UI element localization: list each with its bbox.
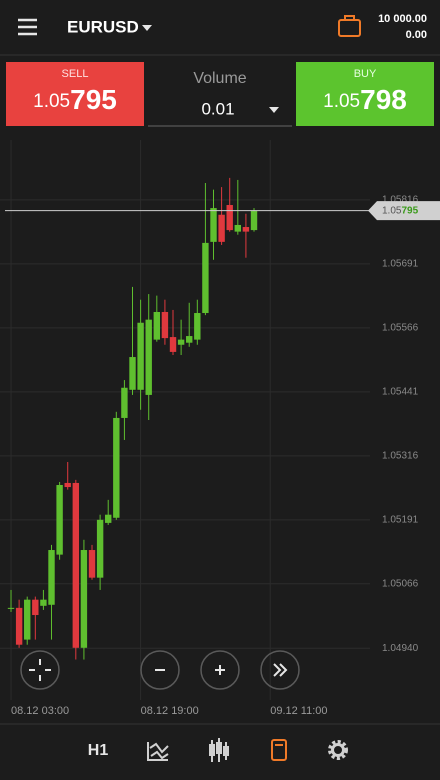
- y-tick-label: 1.05691: [382, 259, 419, 270]
- zoom-out-button[interactable]: [140, 650, 180, 690]
- chart-type-button[interactable]: [209, 738, 229, 762]
- y-tick-label: 1.04940: [382, 643, 419, 654]
- margin: 0.00: [406, 29, 427, 41]
- candle-body: [137, 322, 144, 390]
- timeframe-button[interactable]: H1: [88, 742, 109, 759]
- buy-button[interactable]: [296, 62, 434, 126]
- sell-label: SELL: [62, 68, 89, 80]
- sell-button[interactable]: [6, 62, 144, 126]
- orders-button[interactable]: [271, 739, 287, 761]
- candle-body: [145, 319, 152, 395]
- last-price-tag: [368, 201, 440, 221]
- indicators-icon: [147, 742, 169, 761]
- buy-price-pips: 798: [360, 84, 407, 115]
- candle-body: [194, 313, 201, 340]
- last-price-label: 1.05795: [382, 205, 419, 216]
- candles-icon-body: [216, 742, 222, 754]
- portfolio-icon[interactable]: [338, 15, 361, 37]
- candle-body: [161, 311, 169, 339]
- x-tick-label: 08.12 19:00: [141, 705, 199, 717]
- chevrons-icon: [273, 663, 288, 677]
- sell-price-pips: 795: [70, 84, 117, 115]
- candle-body: [242, 227, 250, 232]
- symbol[interactable]: EURUSD: [67, 17, 139, 36]
- candle-body: [153, 311, 161, 340]
- plus-icon: [215, 665, 225, 675]
- orders-icon: [271, 739, 287, 761]
- y-tick-label: 1.05441: [382, 386, 419, 397]
- candle-body: [129, 357, 136, 390]
- symbol-dropdown[interactable]: [142, 25, 152, 31]
- sell-price: 1.05795: [33, 84, 117, 115]
- y-tick-label: 1.05566: [382, 323, 419, 334]
- candle-body: [121, 387, 128, 418]
- candle-body: [72, 482, 80, 648]
- balance: 10 000.00: [378, 13, 427, 25]
- buy-price: 1.05798: [323, 84, 407, 115]
- buy-label: BUY: [354, 68, 377, 80]
- candles-icon-body: [223, 746, 229, 756]
- candle-body: [169, 337, 177, 352]
- candle-body: [7, 607, 15, 609]
- volume-dropdown[interactable]: [269, 107, 279, 113]
- volume-label: Volume: [193, 70, 246, 87]
- volume-value[interactable]: 0.01: [201, 99, 234, 118]
- gear-teeth: [328, 740, 348, 760]
- candle-body: [250, 210, 258, 231]
- candle-body: [24, 599, 31, 640]
- briefcase-handle: [344, 15, 355, 20]
- gear-ring: [331, 743, 345, 757]
- candle-body: [202, 242, 209, 314]
- candle-body: [226, 205, 233, 231]
- candle-body: [40, 599, 47, 606]
- candle-body: [218, 214, 225, 242]
- candle-body: [64, 482, 71, 488]
- settings-button[interactable]: [328, 740, 348, 760]
- candle-body: [32, 599, 39, 616]
- buy-price-big: 1.05: [323, 91, 360, 112]
- x-tick-label: 09.12 11:00: [270, 705, 327, 717]
- crosshair-button[interactable]: [20, 650, 60, 690]
- last-price-pips: 795: [401, 205, 418, 216]
- indicators-button[interactable]: [147, 742, 169, 761]
- chart: 1.04940 1.05066 1.05191 1.05316 1.05441 1.055…: [0, 140, 440, 717]
- sell-price-big: 1.05: [33, 91, 70, 112]
- candle-body: [48, 550, 55, 605]
- candle-body: [113, 417, 120, 518]
- candle-body: [186, 336, 193, 343]
- candle-body: [80, 550, 88, 648]
- x-tick-label: 08.12 03:00: [11, 705, 69, 717]
- y-tick-label: 1.05191: [382, 514, 419, 525]
- candle-body: [88, 550, 96, 578]
- candle-body: [234, 224, 242, 232]
- candles-icon-body: [209, 744, 215, 756]
- scroll-end-button[interactable]: [260, 650, 300, 690]
- candle-body: [56, 485, 63, 555]
- last-price-big: 1.05: [382, 205, 402, 216]
- zoom-in-button[interactable]: [200, 650, 240, 690]
- candle-body: [210, 208, 217, 242]
- candle-body: [15, 607, 23, 645]
- menu-button[interactable]: [18, 18, 37, 36]
- candle-body: [105, 514, 112, 523]
- y-tick-label: 1.05816: [382, 195, 419, 206]
- briefcase-body: [338, 19, 361, 37]
- y-tick-label: 1.05066: [382, 578, 419, 589]
- y-tick-label: 1.05316: [382, 450, 419, 461]
- crosshair-icon: [29, 659, 51, 681]
- candle-body: [177, 339, 185, 345]
- candle-body: [96, 519, 104, 578]
